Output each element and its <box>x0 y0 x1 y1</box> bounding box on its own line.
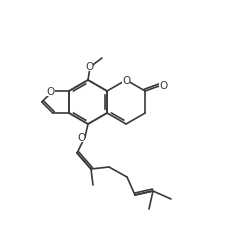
Text: O: O <box>47 87 55 97</box>
Text: O: O <box>85 62 93 72</box>
Text: O: O <box>122 76 130 86</box>
Text: O: O <box>77 132 85 142</box>
Text: O: O <box>159 81 167 91</box>
